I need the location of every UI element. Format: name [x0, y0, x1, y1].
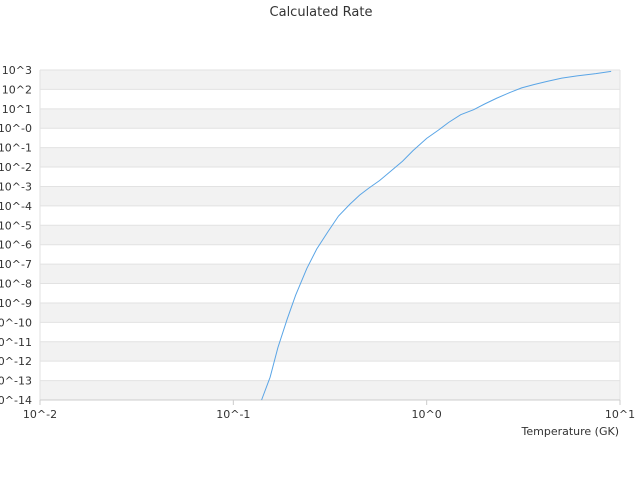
y-tick-label: 10^-3: [0, 180, 32, 193]
x-tick-label: 10^-1: [216, 408, 250, 421]
y-tick-label: 10^3: [2, 64, 32, 77]
grid-band: [40, 341, 620, 362]
x-axis-ticks: 10^-2 10^-1 10^0 10^1: [23, 400, 635, 421]
y-tick-label: 10^-13: [0, 375, 32, 388]
grid-band: [40, 167, 620, 187]
grid-bands: [40, 70, 620, 400]
y-tick-label: 10^-11: [0, 336, 32, 349]
y-axis-ticks: 10^3 10^2 10^1 10^-0 10^-1 10^-2 10^-3 10^-4 10^…: [0, 64, 32, 407]
grid-band: [40, 89, 620, 109]
x-tick-label: 10^1: [605, 408, 635, 421]
y-tick-label: 10^-14: [0, 394, 32, 407]
x-axis-label: Temperature (GK): [521, 425, 620, 438]
grid-band: [40, 264, 620, 284]
grid-band: [40, 205, 620, 226]
x-tick-label: 10^-2: [23, 408, 57, 421]
x-tick-label: 10^0: [412, 408, 442, 421]
grid-band: [40, 147, 620, 168]
grid-band: [40, 302, 620, 323]
grid-band: [40, 225, 620, 245]
y-tick-label: 10^-4: [0, 200, 32, 213]
y-tick-label: 10^2: [2, 83, 32, 96]
grid-band: [40, 186, 620, 206]
y-tick-label: 10^-7: [0, 258, 32, 271]
series-line: [261, 70, 612, 401]
y-tick-label: 10^-12: [0, 355, 32, 368]
grid-band: [40, 361, 620, 381]
y-tick-label: 10^-0: [0, 122, 32, 135]
grid-lines: [39, 69, 621, 401]
grid-band: [40, 322, 620, 342]
y-tick-label: 10^-10: [0, 316, 32, 329]
chart-title: Calculated Rate: [270, 5, 373, 20]
y-tick-label: 10^-5: [0, 219, 32, 232]
grid-band: [40, 244, 620, 265]
grid-band: [40, 108, 620, 129]
y-tick-label: 10^-9: [0, 297, 32, 310]
grid-band: [40, 70, 620, 90]
y-tick-label: 10^-1: [0, 142, 32, 155]
y-tick-label: 10^-8: [0, 278, 32, 291]
grid-band: [40, 283, 620, 303]
y-tick-label: 10^-2: [0, 161, 32, 174]
y-tick-label: 10^-6: [0, 239, 32, 252]
grid-band: [40, 380, 620, 400]
y-tick-label: 10^1: [2, 103, 32, 116]
grid-band: [40, 128, 620, 148]
